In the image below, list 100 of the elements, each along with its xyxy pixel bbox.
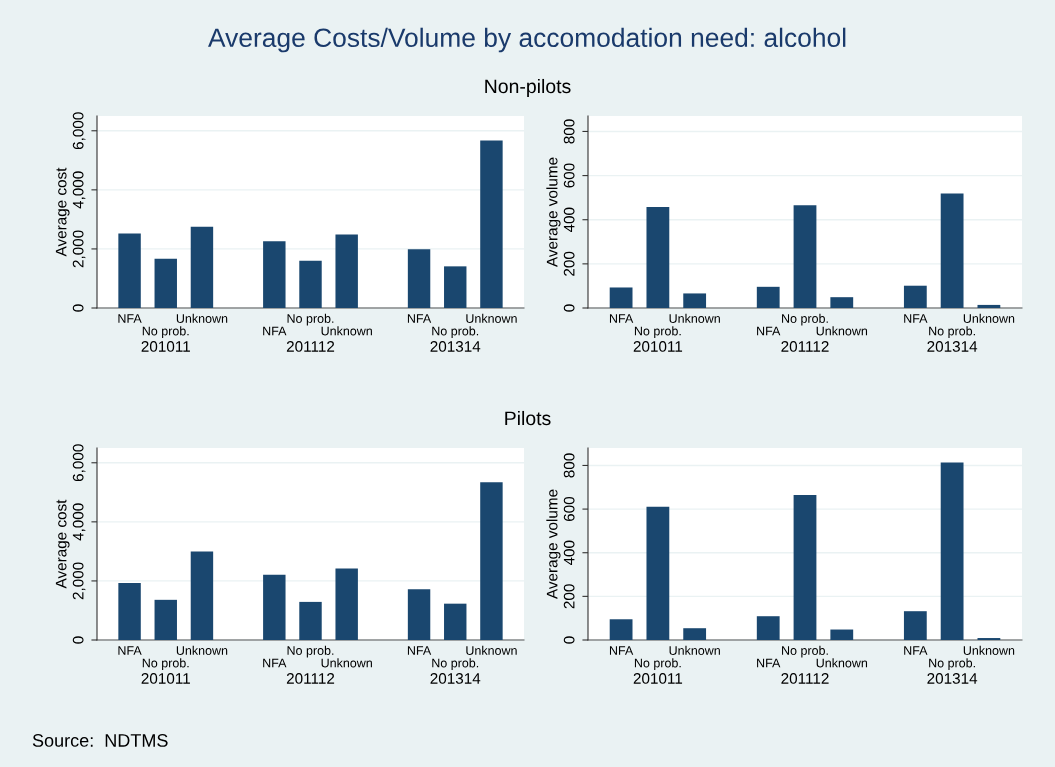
bar (480, 140, 503, 308)
y-tick-label: 6,000 (72, 112, 86, 150)
y-axis-title: Average cost (55, 499, 70, 589)
x-tick-label: Unknown (816, 326, 868, 336)
x-tick-label: No prob. (782, 313, 828, 326)
bar (190, 551, 214, 640)
bar (977, 304, 1001, 308)
x-tick-label: No prob. (432, 658, 479, 670)
bar (190, 226, 214, 308)
x-tick-label: NFA (757, 326, 781, 336)
x-tick-label: No prob. (929, 658, 975, 670)
bar (940, 462, 964, 640)
x-tick-label: No prob. (634, 326, 681, 338)
x-tick-label: NFA (263, 658, 287, 668)
x-tick-label: Unknown (669, 313, 720, 323)
bar (940, 193, 964, 308)
y-axis-title: Average volume (546, 489, 561, 600)
bar (299, 601, 322, 640)
x-tick-label: No prob. (782, 645, 828, 658)
bar (335, 568, 358, 640)
chart-subtitle: Pilots (505, 410, 551, 426)
bar (903, 285, 927, 308)
x-tick-label: No prob. (142, 326, 189, 338)
x-tick-label: Unknown (963, 645, 1015, 655)
bar (480, 482, 503, 640)
y-tick-label: 0 (563, 304, 575, 312)
bar (444, 266, 467, 308)
x-tick-label: Unknown (176, 313, 228, 323)
text: 201314 (430, 341, 481, 352)
y-tick-label: 0 (563, 636, 575, 644)
y-tick-label: 6,000 (72, 444, 86, 482)
y-tick-label: 600 (563, 496, 575, 522)
x-tick-label: No prob. (287, 645, 334, 658)
text: 201314 (927, 673, 978, 684)
y-tick-label: 600 (563, 163, 575, 188)
bar (793, 205, 817, 308)
bar (646, 506, 670, 640)
x-tick-label: NFA (263, 326, 287, 336)
x-tick-label: No prob. (287, 313, 334, 326)
x-tick-label: NFA (407, 314, 432, 323)
bar (609, 619, 633, 640)
text: 201112 (286, 341, 335, 352)
x-tick-label: Unknown (963, 313, 1015, 323)
bar (793, 494, 817, 640)
bar (444, 603, 467, 640)
x-tick-label: NFA (407, 646, 432, 655)
bar (263, 241, 286, 308)
bar (756, 286, 780, 308)
x-tick-label: Unknown (321, 326, 372, 336)
y-tick-label: 400 (563, 207, 575, 233)
y-axis-title: Average volume (546, 157, 561, 268)
chart-title: Average Costs/Volume by accomodation need: alcohol (208, 27, 846, 53)
x-tick-label: Unknown (466, 313, 517, 323)
x-tick-label: Unknown (816, 658, 868, 668)
y-tick-label: 4,000 (72, 171, 86, 209)
x-tick-label: NFA (609, 646, 634, 655)
bar (335, 234, 358, 308)
bar (407, 249, 431, 308)
y-tick-label: 4,000 (72, 503, 86, 541)
bar (154, 599, 177, 640)
text: 201011 (633, 341, 683, 352)
bar (609, 287, 633, 308)
bar (118, 233, 141, 308)
text: 201011 (141, 341, 190, 352)
bar (683, 628, 707, 640)
y-tick-label: 200 (563, 584, 575, 609)
y-tick-label: 2,000 (72, 562, 86, 600)
y-tick-label: 400 (563, 540, 575, 566)
x-tick-label: NFA (757, 658, 781, 668)
bar (683, 293, 707, 308)
y-tick-label: 800 (563, 453, 575, 478)
bar (118, 582, 141, 640)
y-tick-label: 2,000 (72, 230, 86, 268)
bar (903, 611, 927, 640)
x-tick-label: Unknown (176, 645, 228, 655)
text: 201314 (927, 341, 978, 352)
x-tick-label: NFA (118, 314, 142, 323)
y-tick-label: 800 (563, 119, 575, 144)
x-tick-label: NFA (904, 646, 928, 655)
bar (830, 297, 854, 308)
text: 201314 (430, 673, 481, 684)
bar (407, 589, 431, 640)
bar (299, 260, 322, 308)
x-tick-label: No prob. (634, 658, 681, 670)
x-tick-label: No prob. (432, 326, 479, 338)
text: 201112 (781, 673, 829, 684)
bar (263, 574, 286, 640)
x-tick-label: NFA (118, 646, 142, 655)
source-note: Source: NDTMS (32, 734, 168, 747)
bar (154, 258, 177, 308)
x-tick-label: NFA (609, 314, 634, 323)
bar (830, 629, 854, 640)
text: 201112 (781, 341, 829, 352)
x-tick-label: Unknown (669, 645, 720, 655)
y-tick-label: 200 (563, 251, 575, 276)
x-tick-label: Unknown (321, 658, 372, 668)
y-axis-title: Average cost (55, 167, 70, 257)
y-tick-label: 0 (72, 304, 84, 312)
x-tick-label: NFA (904, 314, 928, 323)
text: 201011 (141, 673, 190, 684)
